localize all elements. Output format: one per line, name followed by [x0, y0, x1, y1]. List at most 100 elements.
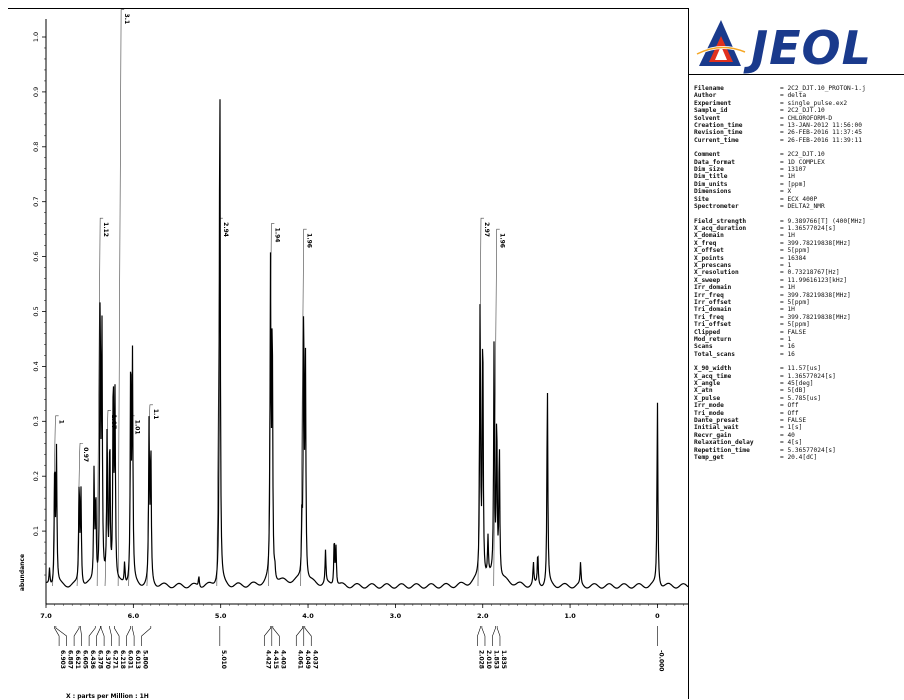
param-value: = 1: [780, 336, 792, 343]
brand-wordmark: JEOL: [743, 21, 872, 74]
param-value: = 2C2_DJT.10: [780, 107, 825, 115]
integral-curve: [117, 9, 125, 587]
y-tick-label: 0.8: [32, 142, 40, 152]
peak-label: 6.013: [134, 650, 141, 669]
param-value: = [ppm]: [780, 180, 807, 188]
logo-divider: [689, 74, 904, 75]
param-key: Dim_units: [694, 180, 728, 188]
param-value: = X: [780, 188, 792, 196]
param-row: Experiment = single_pulse.ex2: [694, 100, 904, 107]
param-value: = 16: [780, 350, 795, 358]
param-key: Mod_return: [694, 336, 732, 343]
y-tick-label: 0.7: [32, 197, 40, 207]
integral-label: 1.1: [152, 409, 159, 420]
param-value: = 2C2_DJT.10: [780, 151, 825, 159]
param-value: = 13-JAN-2012 11:56:00: [780, 122, 862, 130]
param-key: Irr_mode: [694, 402, 724, 410]
param-key: Author: [694, 92, 717, 100]
param-key: X_acq_duration: [694, 224, 747, 232]
x-tick-label: 2.0: [477, 612, 489, 620]
param-row: Irr_mode = Off: [694, 402, 904, 409]
y-axis-label: abundance: [19, 553, 27, 592]
param-key: X_atn: [694, 387, 713, 395]
peak-leader-line: [477, 626, 481, 646]
peak-leader-line: [263, 626, 272, 646]
peak-leader-line: [88, 626, 96, 646]
param-row: Dim_title = 1H: [694, 173, 904, 180]
y-tick-label: 0.1: [32, 526, 40, 536]
param-value: = 26-FEB-2016 11:37:45: [780, 129, 862, 137]
peak-leader-line: [126, 626, 131, 646]
param-value: = 1.36577024[s]: [780, 372, 836, 380]
param-value: = 399.78219838[MHz]: [780, 291, 851, 299]
param-key: X_acq_time: [694, 372, 732, 380]
y-tick-label: 1.0: [32, 32, 40, 42]
param-key: X_sweep: [694, 276, 721, 284]
jeol-emblem-icon: [696, 20, 746, 66]
x-tick-label: 7.0: [40, 612, 52, 620]
param-value: = 4[s]: [780, 439, 803, 447]
peak-label: 4.415: [272, 650, 279, 669]
integral-label: 1: [58, 420, 65, 424]
integral-label: 3.1: [123, 14, 130, 25]
param-row: X_acq_duration = 1.36577024[s]: [694, 225, 904, 232]
param-row: Current_time = 26-FEB-2016 11:39:11: [694, 137, 904, 144]
param-value: = 2C2_DJT.10_PROTON-1.j: [780, 85, 866, 92]
param-key: Spectrometer: [694, 203, 739, 211]
x-axis-label: X : parts per Million : 1H: [66, 693, 149, 700]
param-key: Data_format: [694, 158, 735, 166]
param-row: Site = ECX 400P: [694, 196, 904, 203]
param-row: Tri_offset = 5[ppm]: [694, 321, 904, 328]
param-row: Irr_freq = 399.78219838[MHz]: [694, 292, 904, 299]
param-value: = 1: [780, 261, 792, 269]
param-value: = ECX 400P: [780, 195, 818, 203]
param-key: Revision_time: [694, 129, 743, 137]
param-row: X_atn = 5[dB]: [694, 387, 904, 394]
spectrum-trace: [45, 99, 688, 589]
peak-label: 6.903: [59, 650, 66, 669]
param-row: Comment = 2C2_DJT.10: [694, 151, 904, 158]
peak-label: 2.028: [477, 650, 484, 669]
param-key: X_domain: [694, 232, 724, 240]
param-value: = DELTA2_NMR: [780, 203, 825, 211]
peak-label: -0.000: [657, 650, 664, 671]
peak-label: 2.010: [485, 650, 492, 669]
peak-leader-line: [272, 626, 280, 646]
x-tick-label: 3.0: [390, 612, 402, 620]
param-value: = 1D COMPLEX: [780, 158, 825, 166]
param-value: = 26-FEB-2016 11:39:11: [780, 136, 862, 144]
y-tick-label: 0.3: [32, 416, 40, 426]
param-row: X_sweep = 11.99616123[kHz]: [694, 277, 904, 284]
param-row: X_angle = 45[deg]: [694, 380, 904, 387]
y-tick-label: 0.5: [32, 306, 40, 316]
peak-label: 4.061: [296, 650, 303, 669]
param-value: = 40: [780, 431, 795, 439]
param-key: Tri_mode: [694, 409, 724, 417]
param-key: Creation_time: [694, 122, 743, 130]
param-row: Relaxation_delay = 4[s]: [694, 439, 904, 446]
param-value: = Off: [780, 409, 799, 417]
param-key: Temp_get: [694, 454, 724, 462]
param-key: Comment: [694, 151, 721, 159]
param-value: = 399.78219838[MHz]: [780, 239, 851, 247]
parameter-panel: JEOL: [689, 8, 904, 698]
param-value: = 5[ppm]: [780, 247, 810, 255]
param-key: X_resolution: [694, 269, 739, 277]
peak-label: 4.037: [311, 650, 318, 669]
param-key: X_freq: [694, 239, 717, 247]
param-key: Current_time: [694, 136, 739, 144]
peak-label: 6.621: [74, 650, 81, 669]
param-key: X_points: [694, 254, 724, 262]
param-row: Sample_id = 2C2_DJT.10: [694, 107, 904, 114]
param-row: X_pulse = 5.785[us]: [694, 395, 904, 402]
y-tick-label: 0.9: [32, 87, 40, 97]
param-value: = 20.4[dC]: [780, 454, 818, 462]
param-key: Scans: [694, 343, 713, 351]
param-row: Dim_units = [ppm]: [694, 181, 904, 188]
peak-leader-line: [304, 626, 312, 646]
param-value: = 16384: [780, 254, 807, 262]
param-value: = 5[dB]: [780, 387, 807, 395]
param-value: = FALSE: [780, 328, 807, 336]
peak-label: 6.370: [104, 650, 111, 669]
param-row: X_offset = 5[ppm]: [694, 247, 904, 254]
